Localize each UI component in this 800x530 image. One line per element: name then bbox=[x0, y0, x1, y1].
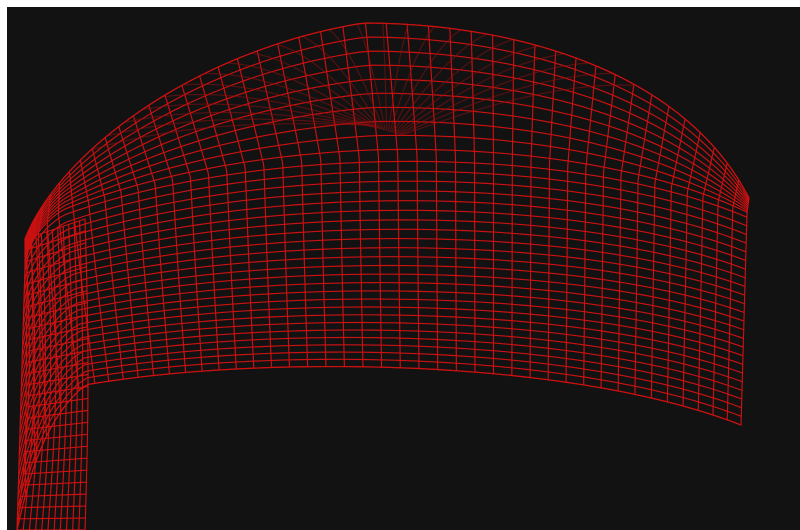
dome-crown-line bbox=[106, 118, 370, 137]
left-strap-row bbox=[28, 350, 89, 363]
left-strap-row bbox=[26, 421, 89, 430]
mesh-latitude bbox=[21, 238, 746, 359]
mesh-latitude bbox=[16, 358, 742, 520]
dome-crown-line bbox=[226, 62, 379, 129]
dome-crown-line bbox=[182, 83, 376, 128]
mesh-latitude bbox=[24, 64, 749, 249]
dome-crown-line bbox=[401, 84, 636, 136]
dome-crown-line bbox=[392, 33, 488, 133]
mesh-latitude bbox=[19, 306, 744, 445]
mesh-latitude bbox=[24, 50, 750, 246]
left-strap-row bbox=[21, 481, 87, 486]
mesh-latitude bbox=[18, 329, 743, 477]
dome-crown-line bbox=[389, 26, 436, 133]
left-strap-row bbox=[26, 266, 87, 285]
mesh-latitude bbox=[23, 170, 748, 284]
left-strap-row bbox=[28, 385, 89, 397]
mesh-latitude bbox=[20, 264, 745, 391]
mesh-latitude bbox=[20, 282, 745, 413]
mesh-latitude bbox=[21, 247, 746, 370]
mesh-latitude bbox=[19, 298, 744, 434]
mesh-latitude bbox=[24, 92, 749, 255]
left-strap-row bbox=[24, 445, 88, 453]
mesh-latitude bbox=[18, 314, 744, 456]
dome-crown-line bbox=[203, 72, 377, 129]
left-strap-row bbox=[23, 457, 88, 464]
dome-crown-line bbox=[161, 93, 374, 128]
mesh-latitude bbox=[17, 351, 743, 510]
left-strap-row bbox=[25, 242, 87, 262]
left-strap-row bbox=[28, 373, 89, 386]
dome-crown-line bbox=[356, 23, 386, 131]
dome-crown-line bbox=[399, 72, 614, 136]
mesh-latitude bbox=[18, 321, 744, 467]
mesh-latitude bbox=[24, 106, 749, 258]
left-strap-row bbox=[24, 218, 86, 240]
mesh-latitude bbox=[22, 200, 747, 316]
mesh-latitude bbox=[24, 148, 748, 267]
dome-crown-line bbox=[390, 29, 462, 133]
mesh-latitude bbox=[23, 180, 747, 295]
dome-crown-line bbox=[398, 62, 590, 135]
left-strap-row bbox=[18, 505, 87, 509]
dome-crown-line bbox=[141, 103, 373, 127]
mesh-latitude bbox=[22, 209, 747, 327]
left-strap-row bbox=[22, 469, 88, 475]
left-strap-row bbox=[25, 433, 89, 442]
dome-crown-line bbox=[275, 43, 382, 130]
3d-canvas[interactable] bbox=[7, 7, 800, 530]
mesh-latitude bbox=[24, 36, 750, 243]
left-strap-row bbox=[27, 397, 89, 408]
mesh-latitude bbox=[21, 256, 746, 381]
dome-crown-line bbox=[328, 29, 385, 131]
left-strap-row bbox=[28, 361, 89, 374]
left-strap-row bbox=[27, 278, 88, 296]
dome-bottom-outline bbox=[16, 365, 742, 530]
left-strap-row bbox=[28, 314, 89, 330]
left-strap-row bbox=[28, 302, 88, 318]
left-strap-row bbox=[20, 493, 87, 497]
left-strap-row bbox=[28, 338, 89, 352]
mesh-latitude bbox=[24, 160, 748, 273]
left-strap-row bbox=[26, 409, 89, 419]
dome-top-outline bbox=[24, 22, 750, 240]
mesh-latitude bbox=[22, 219, 746, 338]
dome-crown-line bbox=[396, 53, 565, 135]
dome-crown-line bbox=[301, 35, 383, 130]
dome-crown-line bbox=[393, 38, 514, 134]
viewport-background bbox=[7, 7, 800, 530]
mesh-latitude bbox=[21, 228, 746, 348]
left-strap-row bbox=[25, 230, 86, 251]
dome-crown-line bbox=[382, 22, 388, 132]
dome-crown-line bbox=[123, 111, 371, 127]
mesh-latitude bbox=[24, 134, 748, 264]
mesh-latitude bbox=[19, 290, 745, 424]
mesh-latitude bbox=[17, 336, 743, 488]
dome-crown-line bbox=[395, 45, 540, 134]
wireframe-viewport[interactable] bbox=[7, 7, 800, 530]
mesh-latitude bbox=[23, 190, 747, 305]
left-strap-row bbox=[17, 517, 86, 520]
left-strap-row bbox=[26, 254, 87, 274]
dome-crown-line bbox=[387, 23, 410, 132]
mesh-latitude bbox=[20, 273, 745, 402]
dome-crown-line bbox=[90, 123, 368, 151]
dome-crown-line bbox=[250, 52, 380, 130]
mesh-latitude bbox=[17, 344, 743, 499]
left-strap-row bbox=[28, 326, 89, 341]
wireframe-mesh bbox=[16, 22, 750, 530]
left-strap-row bbox=[27, 290, 88, 307]
